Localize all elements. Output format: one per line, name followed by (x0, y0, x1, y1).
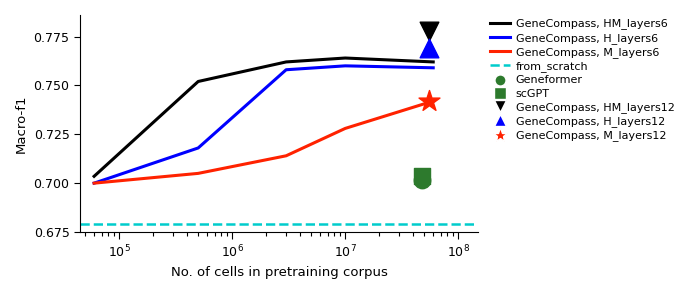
Point (423, 28, 435, 33)
X-axis label: No. of cells in pretraining corpus: No. of cells in pretraining corpus (170, 266, 387, 279)
Point (416, 174, 428, 179)
Legend: GeneCompass, HM_layers6, GeneCompass, H_layers6, GeneCompass, M_layers6, from_sc: GeneCompass, HM_layers6, GeneCompass, H_… (488, 16, 676, 144)
Point (416, 178, 428, 183)
Point (423, 46, 435, 51)
Y-axis label: Macro-f1: Macro-f1 (15, 94, 28, 153)
Point (423, 99, 435, 103)
